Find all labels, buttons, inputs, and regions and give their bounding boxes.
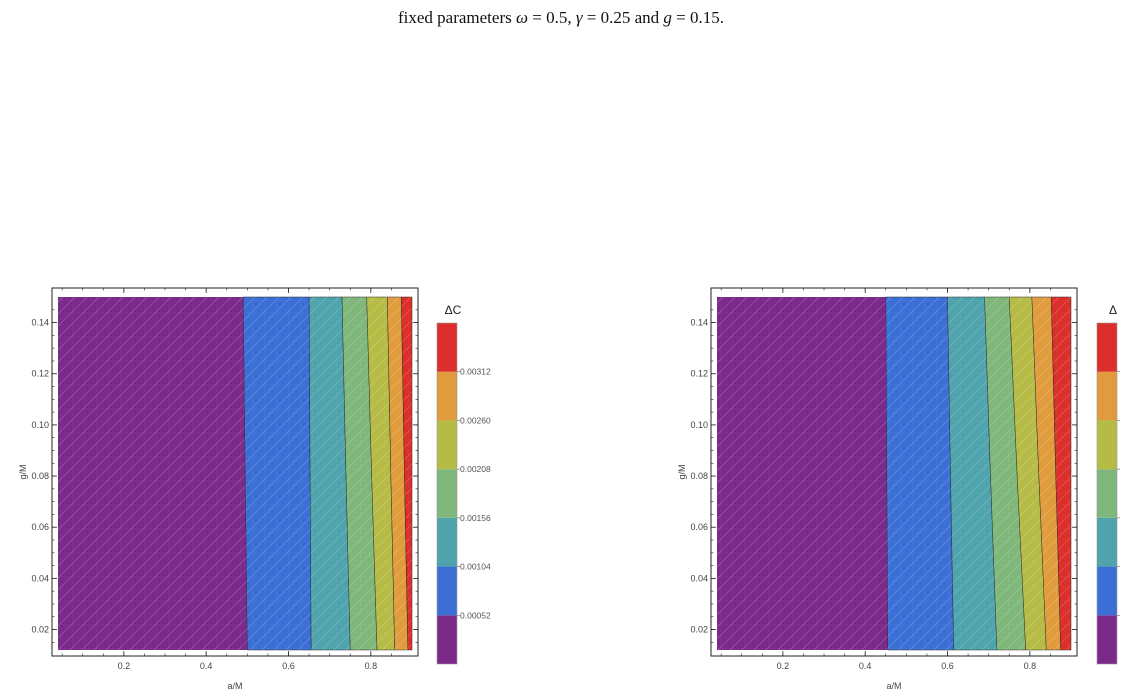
legend-tick-label: 0.00104 bbox=[460, 562, 491, 572]
legend-swatch bbox=[437, 566, 457, 616]
y-tick-label: 0.10 bbox=[31, 420, 49, 430]
legend-swatch bbox=[1097, 323, 1117, 372]
legend-swatch bbox=[437, 371, 457, 421]
mesh-overlay bbox=[885, 297, 954, 650]
legend-swatch bbox=[1097, 517, 1117, 567]
mesh-overlay bbox=[366, 297, 395, 650]
x-tick-label: 0.8 bbox=[1024, 661, 1037, 671]
mesh-overlay bbox=[342, 297, 378, 650]
mesh-overlay bbox=[309, 297, 351, 650]
x-tick-label: 0.6 bbox=[282, 661, 295, 671]
legend-swatch bbox=[1097, 566, 1117, 616]
y-tick-label: 0.12 bbox=[690, 369, 708, 379]
mesh-overlay bbox=[947, 297, 997, 650]
mesh-overlay bbox=[717, 297, 888, 650]
legend-bar-frame bbox=[436, 322, 458, 665]
legend-tick-label: 0.00208 bbox=[460, 464, 491, 474]
x-tick-label: 0.6 bbox=[941, 661, 954, 671]
x-tick-label: 0.2 bbox=[118, 661, 131, 671]
contour-plot-left: 0.2 0.4 0.6 0.8 0.02 0.04 0.06 0.08 0.10 0.12 0.14… bbox=[18, 287, 491, 691]
y-tick-label: 0.02 bbox=[690, 625, 708, 635]
x-tick-label: 0.2 bbox=[777, 661, 790, 671]
y-tick-label: 0.02 bbox=[31, 625, 49, 635]
legend-title: ΔC bbox=[445, 303, 462, 317]
legend-swatch bbox=[437, 469, 457, 518]
y-tick-label: 0.10 bbox=[690, 420, 708, 430]
y-axis-label: g/M bbox=[18, 464, 28, 479]
y-tick-label: 0.04 bbox=[690, 573, 708, 583]
legend-tick-label: 0.00156 bbox=[460, 513, 491, 523]
legend-swatch bbox=[1097, 371, 1117, 421]
legend-swatch bbox=[437, 615, 457, 664]
contour-plot-right: 0.2 0.4 0.6 0.8 0.02 0.04 0.06 0.08 0.10 0.12 0.14… bbox=[677, 287, 1120, 691]
x-axis-label: a/M bbox=[227, 681, 242, 691]
y-tick-label: 0.14 bbox=[690, 318, 708, 328]
y-tick-label: 0.06 bbox=[690, 522, 708, 532]
legend-swatch bbox=[437, 323, 457, 372]
mesh-overlay bbox=[984, 297, 1026, 650]
y-tick-label: 0.12 bbox=[31, 369, 49, 379]
legend-swatch bbox=[1097, 420, 1117, 470]
x-tick-label: 0.4 bbox=[859, 661, 872, 671]
y-tick-label: 0.14 bbox=[31, 318, 49, 328]
y-tick-label: 0.04 bbox=[31, 573, 49, 583]
y-tick-label: 0.08 bbox=[690, 471, 708, 481]
figure-caption: fixed parameters ω = 0.5, γ = 0.25 and g… bbox=[397, 8, 725, 27]
legend-bar-frame bbox=[1096, 322, 1118, 665]
x-tick-label: 0.8 bbox=[365, 661, 378, 671]
legend-swatch bbox=[437, 420, 457, 470]
y-axis-label: g/M bbox=[677, 464, 687, 479]
mesh-overlay bbox=[1009, 297, 1047, 650]
y-tick-label: 0.08 bbox=[31, 471, 49, 481]
legend-tick-label: 0.00260 bbox=[460, 415, 491, 425]
legend-swatch bbox=[1097, 469, 1117, 518]
mesh-overlay bbox=[401, 297, 412, 650]
plot-frame bbox=[710, 287, 1078, 657]
mesh-overlay bbox=[1051, 297, 1071, 650]
x-tick-label: 0.4 bbox=[200, 661, 213, 671]
legend-swatch bbox=[437, 517, 457, 567]
x-axis-label: a/M bbox=[886, 681, 901, 691]
legend-tick-label: 0.00052 bbox=[460, 610, 491, 620]
legend-swatch bbox=[1097, 615, 1117, 664]
y-tick-label: 0.06 bbox=[31, 522, 49, 532]
mesh-overlay bbox=[1031, 297, 1061, 650]
legend-tick-label: 0.00312 bbox=[460, 367, 491, 377]
legend-title: Δ bbox=[1109, 303, 1117, 317]
mesh-overlay bbox=[243, 297, 312, 650]
plot-frame bbox=[51, 287, 419, 657]
mesh-overlay bbox=[58, 297, 248, 650]
